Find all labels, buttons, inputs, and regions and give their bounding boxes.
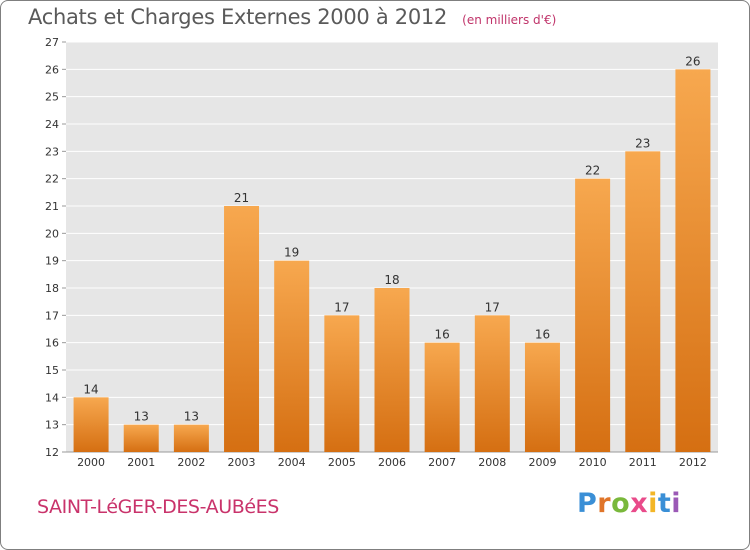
y-tick-label: 15 <box>45 364 59 377</box>
y-tick-label: 22 <box>45 173 59 186</box>
town-name: SAINT-LéGER-DES-AUBéES <box>37 496 279 518</box>
bar <box>173 424 209 452</box>
bar-value-label: 17 <box>485 300 500 314</box>
bar-value-label: 14 <box>83 382 98 396</box>
bar-value-label: 16 <box>435 328 450 342</box>
bar <box>424 342 460 452</box>
chart-title: Achats et Charges Externes 2000 à 2012 (… <box>28 5 556 29</box>
y-tick-label: 23 <box>45 145 59 158</box>
bar <box>625 151 661 453</box>
y-tick-label: 19 <box>45 255 59 268</box>
bar-value-label: 19 <box>284 246 299 260</box>
bar <box>224 206 260 452</box>
x-tick-label: 2008 <box>478 456 506 469</box>
bar <box>524 342 560 452</box>
y-tick-label: 12 <box>45 446 59 459</box>
y-tick-label: 24 <box>45 118 59 131</box>
bar <box>474 315 510 452</box>
x-tick-label: 2007 <box>428 456 456 469</box>
bar <box>274 260 310 452</box>
x-tick-label: 2001 <box>127 456 155 469</box>
y-tick-label: 14 <box>45 391 59 404</box>
bar <box>575 178 611 452</box>
x-tick-label: 2002 <box>177 456 205 469</box>
x-tick-label: 2012 <box>679 456 707 469</box>
bar-value-label: 26 <box>685 54 700 68</box>
bar-value-label: 13 <box>134 410 149 424</box>
bar-value-label: 22 <box>585 164 600 178</box>
bar-value-label: 16 <box>535 328 550 342</box>
y-tick-label: 18 <box>45 282 59 295</box>
x-tick-label: 2000 <box>77 456 105 469</box>
x-tick-label: 2004 <box>278 456 306 469</box>
y-tick-label: 13 <box>45 419 59 432</box>
x-tick-label: 2003 <box>228 456 256 469</box>
chart-title-main: Achats et Charges Externes 2000 à 2012 <box>28 5 448 29</box>
x-tick-label: 2006 <box>378 456 406 469</box>
bar <box>374 288 410 452</box>
bar <box>675 69 711 452</box>
bar-value-label: 13 <box>184 410 199 424</box>
y-tick-label: 21 <box>45 200 59 213</box>
bar-value-label: 18 <box>384 273 399 287</box>
bar-value-label: 21 <box>234 191 249 205</box>
proxiti-logo: Proxiti <box>577 488 682 519</box>
bar <box>73 397 109 452</box>
y-tick-label: 26 <box>45 63 59 76</box>
x-tick-label: 2011 <box>629 456 657 469</box>
y-tick-label: 17 <box>45 309 59 322</box>
chart-title-unit: (en milliers d'€) <box>462 13 557 27</box>
bar <box>324 315 360 452</box>
x-tick-label: 2009 <box>528 456 556 469</box>
x-tick-label: 2010 <box>579 456 607 469</box>
y-tick-label: 20 <box>45 227 59 240</box>
bar-value-label: 17 <box>334 300 349 314</box>
y-tick-label: 16 <box>45 337 59 350</box>
x-tick-label: 2005 <box>328 456 356 469</box>
y-tick-label: 25 <box>45 91 59 104</box>
y-tick-label: 27 <box>45 36 59 49</box>
bar <box>123 424 159 452</box>
bar-value-label: 23 <box>635 136 650 150</box>
